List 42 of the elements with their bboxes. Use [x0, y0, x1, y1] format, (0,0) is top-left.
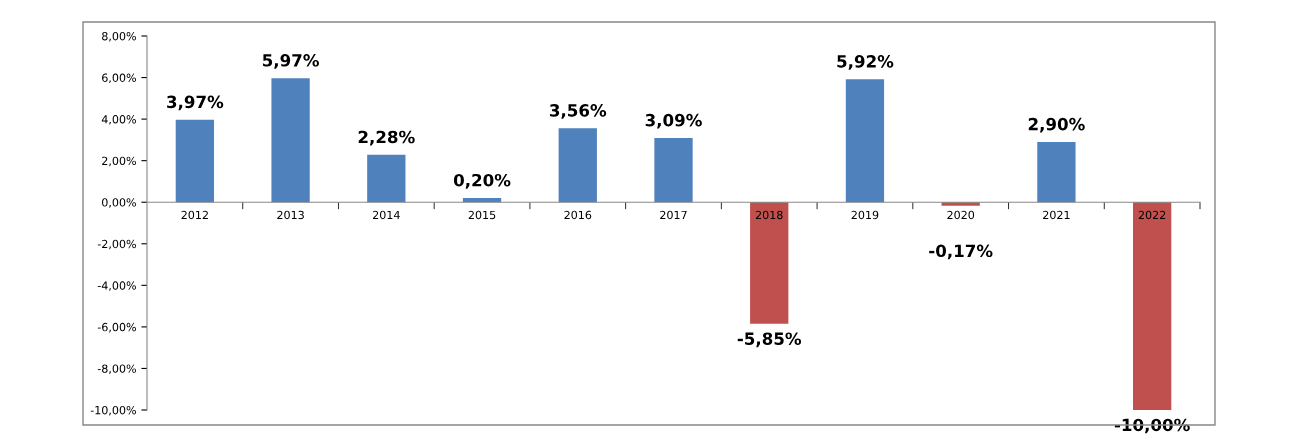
bar — [271, 78, 310, 203]
y-tick-label: 2,00% — [102, 156, 136, 167]
x-tick-label: 2020 — [947, 210, 975, 220]
data-label: 2,90% — [1028, 117, 1085, 133]
data-label: 5,92% — [837, 55, 894, 70]
data-label: 2,28% — [358, 130, 415, 146]
y-tick-label: -4,00% — [97, 281, 136, 291]
data-label: 3,56% — [549, 104, 607, 119]
y-tick-label: 4,00% — [101, 115, 136, 125]
y-tick-label: 6,00% — [102, 73, 136, 84]
y-tick-label: -2,00% — [97, 239, 136, 250]
x-tick-label: 2017 — [660, 210, 687, 220]
x-tick-label: 2021 — [1043, 210, 1070, 220]
bar — [558, 128, 597, 203]
x-tick-label: 2012 — [181, 210, 208, 220]
x-tick-label: 2019 — [851, 210, 879, 220]
data-label: 0,20% — [453, 173, 511, 189]
data-label: -10,00% — [1114, 418, 1190, 434]
x-tick-label: 2014 — [372, 210, 400, 220]
data-label: -0,17% — [929, 244, 993, 260]
bar — [367, 154, 406, 203]
y-tick-label: 0,00% — [102, 198, 136, 208]
bar — [1037, 141, 1076, 203]
bar — [750, 202, 789, 324]
x-tick-label: 2022 — [1138, 210, 1166, 220]
data-label: 3,09% — [645, 113, 702, 129]
y-tick-label: -6,00% — [97, 322, 136, 333]
bar — [1132, 202, 1172, 410]
x-tick-label: 2016 — [564, 210, 592, 220]
bar — [845, 79, 885, 203]
y-tick-label: 8,00% — [102, 31, 136, 42]
x-tick-label: 2015 — [468, 210, 496, 220]
bar — [175, 119, 215, 203]
data-label: 3,97% — [167, 95, 224, 111]
y-tick-label: -10,00% — [90, 405, 136, 416]
bar — [462, 198, 502, 203]
data-label: 5,97% — [262, 54, 319, 69]
bar — [654, 138, 693, 203]
y-tick-label: -8,00% — [97, 364, 136, 374]
x-tick-label: 2018 — [755, 210, 783, 220]
data-label: -5,85% — [737, 332, 802, 348]
x-tick-label: 2013 — [277, 210, 304, 220]
